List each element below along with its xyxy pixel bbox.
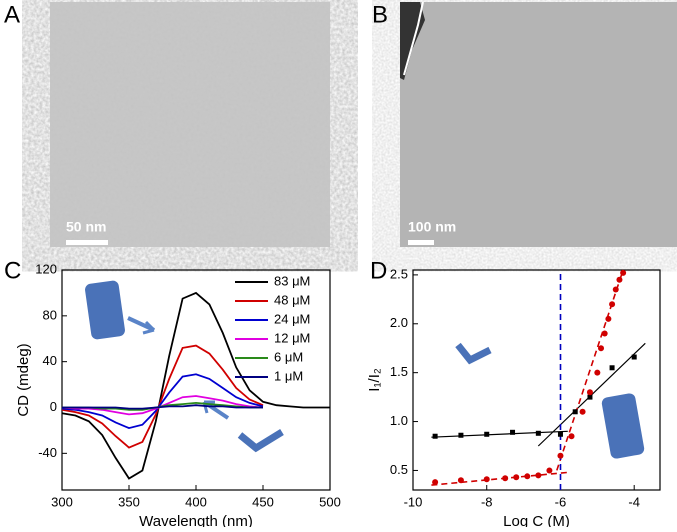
y-tick-label: 1.0 — [390, 413, 408, 428]
data-point — [605, 315, 612, 322]
data-point — [587, 394, 593, 400]
legend-label: 48 μM — [274, 292, 310, 307]
x-axis-label: Wavelength (nm) — [139, 513, 253, 527]
x-tick-label: -4 — [628, 494, 640, 509]
panel-label: A — [4, 1, 20, 28]
x-tick-label: 300 — [51, 494, 73, 509]
y-axis-label: CD (mdeg) — [15, 343, 32, 416]
y-tick-label: -40 — [38, 445, 57, 460]
y-axis-label: I₁/I₂ — [366, 368, 383, 392]
x-tick-label: 350 — [118, 494, 140, 509]
data-point — [513, 474, 520, 481]
carbon-edge-line — [403, 1, 424, 76]
data-point — [457, 477, 464, 484]
panel-label: B — [372, 1, 388, 28]
y-tick-label: 1.5 — [390, 364, 408, 379]
scale-bar-label: 50 nm — [66, 219, 106, 235]
data-point — [483, 476, 490, 483]
legend-label: 83 μM — [274, 273, 310, 288]
panel-label: D — [370, 257, 387, 284]
scale-bar — [66, 240, 108, 245]
fit-line — [431, 471, 568, 486]
data-point — [598, 345, 605, 352]
data-point — [432, 433, 438, 439]
data-point — [631, 354, 637, 360]
y-tick-label: 0 — [50, 399, 57, 414]
data-point — [524, 473, 531, 480]
data-point — [609, 365, 615, 371]
x-tick-label: 500 — [319, 494, 341, 509]
scale-bar-label: 100 nm — [408, 219, 456, 235]
panel-label: C — [4, 257, 21, 284]
data-point — [546, 467, 553, 474]
legend-label: 6 μM — [274, 349, 303, 364]
y-tick-label: 0.5 — [390, 462, 408, 477]
data-point — [620, 269, 627, 276]
data-point — [609, 301, 616, 308]
data-point — [616, 276, 623, 283]
data-point — [601, 330, 608, 337]
fiber-cartoon — [85, 280, 156, 340]
x-tick-label: 400 — [185, 494, 207, 509]
scale-bar — [408, 240, 434, 245]
plot-frame — [412, 269, 661, 491]
y-tick-label: 80 — [43, 307, 57, 322]
data-point — [535, 472, 542, 479]
y-tick-label: 120 — [35, 261, 57, 276]
cd-curve — [61, 344, 264, 449]
cd-curve — [61, 291, 330, 480]
data-point — [568, 433, 575, 440]
x-tick-label: 450 — [252, 494, 274, 509]
data-point — [510, 429, 516, 435]
data-point — [484, 431, 490, 437]
data-point — [579, 408, 586, 415]
data-point — [432, 479, 439, 486]
data-point — [535, 430, 541, 436]
micrograph-a-texture — [50, 2, 330, 247]
y-tick-label: 40 — [43, 353, 57, 368]
data-point — [458, 432, 464, 438]
cd-curve — [62, 404, 263, 410]
legend-label: 24 μM — [274, 311, 310, 326]
legend-label: 12 μM — [274, 330, 310, 345]
x-axis-label: Log C (M) — [503, 513, 570, 527]
y-tick-label: 2.0 — [390, 315, 408, 330]
x-tick-label: -10 — [404, 494, 423, 509]
cd-curve — [61, 373, 264, 430]
data-point — [586, 389, 593, 396]
x-tick-label: -8 — [481, 494, 493, 509]
micrograph-b-texture — [400, 2, 677, 247]
data-point — [557, 452, 564, 459]
data-point — [502, 475, 509, 482]
data-point — [557, 431, 563, 437]
data-point — [612, 286, 619, 293]
fit-line — [431, 430, 568, 438]
data-point — [572, 409, 578, 415]
legend-label: 1 μM — [274, 368, 303, 383]
x-tick-label: -6 — [555, 494, 567, 509]
data-point — [594, 369, 601, 376]
y-tick-label: 2.5 — [390, 266, 408, 281]
